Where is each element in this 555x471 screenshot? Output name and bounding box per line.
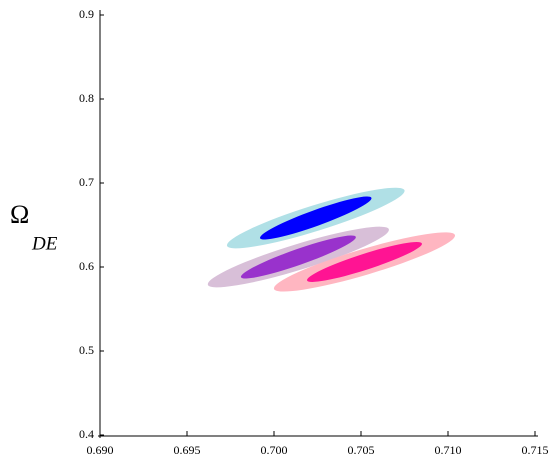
- x-tick-label: 0.715: [522, 443, 549, 457]
- x-tick-label: 0.700: [261, 443, 288, 457]
- y-tick-label: 0.7: [79, 175, 94, 189]
- y-tick-label: 0.6: [79, 259, 94, 273]
- x-tick-label: 0.705: [348, 443, 375, 457]
- x-tick-label: 0.710: [435, 443, 462, 457]
- y-tick-label: 0.5: [79, 343, 94, 357]
- x-tick-label: 0.695: [174, 443, 201, 457]
- y-label: Ω: [10, 200, 29, 229]
- confidence-ellipse: [240, 235, 356, 279]
- y-label-subscript: DE: [31, 233, 58, 254]
- y-tick-label: 0.8: [79, 91, 94, 105]
- confidence-ellipse: [307, 241, 422, 282]
- y-tick-label: 0.4: [79, 427, 94, 441]
- y-tick-label: 0.9: [79, 7, 94, 21]
- confidence-ellipse: [260, 196, 372, 240]
- x-tick-label: 0.690: [87, 443, 114, 457]
